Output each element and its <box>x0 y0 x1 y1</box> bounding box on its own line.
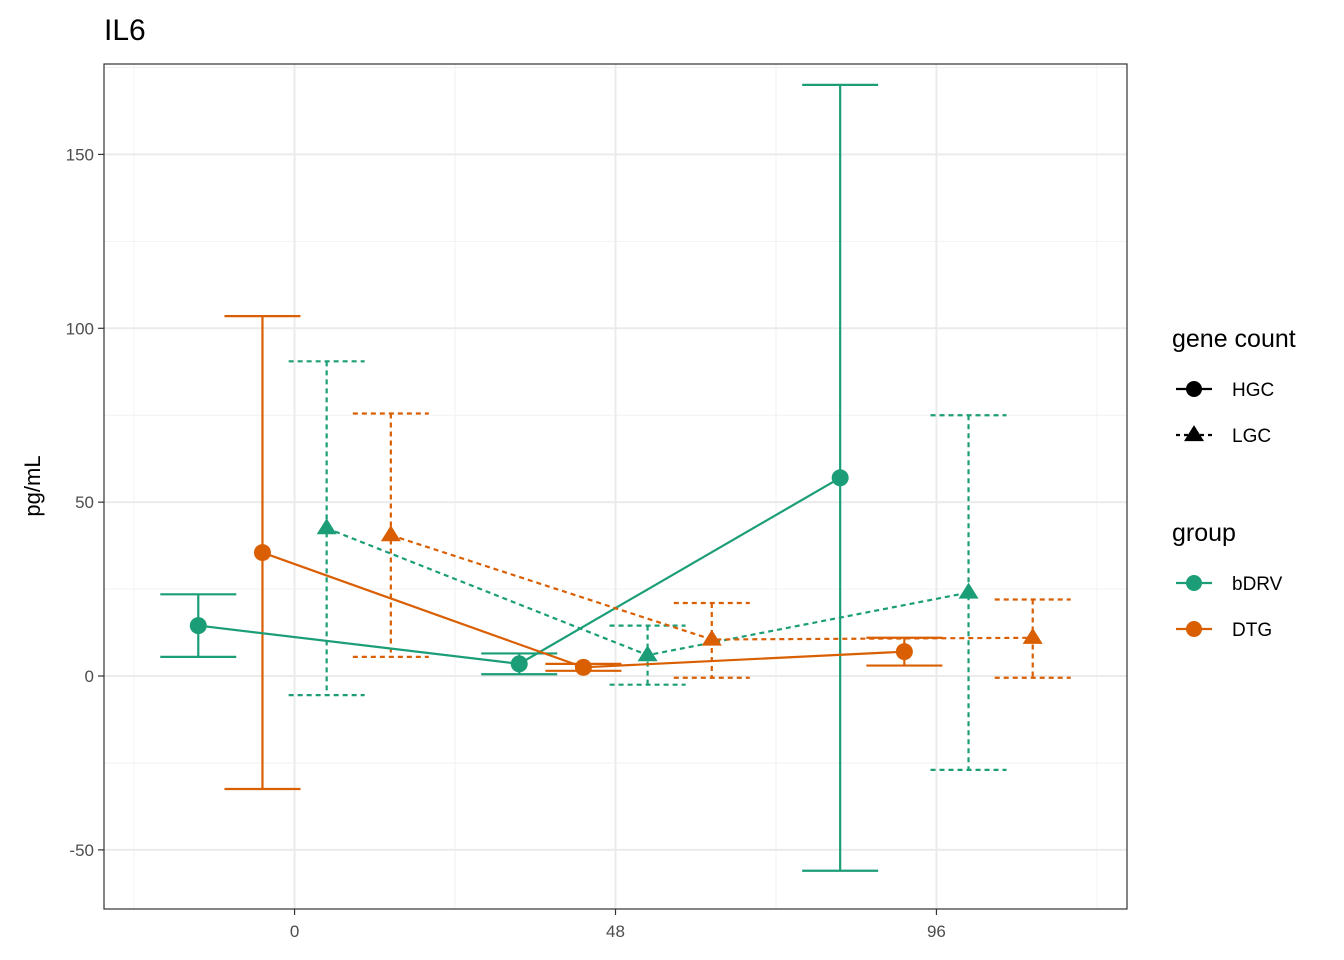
series-line <box>262 553 904 668</box>
x-tick-label: 48 <box>606 922 625 941</box>
data-point-circle <box>254 544 271 561</box>
data-point-triangle <box>381 525 401 541</box>
legend-key-triangle <box>1184 425 1204 441</box>
legend-label: DTG <box>1232 620 1272 641</box>
legend-key-circle <box>1186 621 1202 637</box>
x-tick-label: 96 <box>927 922 946 941</box>
data-point-circle <box>511 655 528 672</box>
data-point-circle <box>896 643 913 660</box>
legend-label: LGC <box>1232 426 1271 447</box>
legend-key-circle <box>1186 575 1202 591</box>
y-tick-label: 150 <box>66 145 94 164</box>
legend-key-circle <box>1186 381 1202 397</box>
data-point-circle <box>575 659 592 676</box>
legend-label: bDRV <box>1232 574 1283 595</box>
data-point-triangle <box>317 518 337 534</box>
data-point-triangle <box>702 630 722 646</box>
y-tick-label: 100 <box>66 319 94 338</box>
chart-title: IL6 <box>104 14 146 47</box>
axes: -50 0 50 100 150 0 48 96 <box>66 145 946 941</box>
legend: gene count HGC LGC group bDRV DTG <box>1172 325 1296 641</box>
data-point-triangle <box>959 583 979 599</box>
legend-label: HGC <box>1232 380 1274 401</box>
x-tick-label: 0 <box>290 922 299 941</box>
legend-title-gene-count: gene count <box>1172 325 1296 353</box>
data-point-circle <box>190 617 207 634</box>
data-point-circle <box>832 469 849 486</box>
data-point-triangle <box>1023 628 1043 644</box>
y-tick-label: 0 <box>85 667 94 686</box>
legend-title-group: group <box>1172 519 1236 547</box>
y-tick-label: 50 <box>75 493 94 512</box>
y-tick-label: -50 <box>69 841 94 860</box>
y-axis-title: pg/mL <box>20 455 45 516</box>
grid <box>104 64 1127 909</box>
